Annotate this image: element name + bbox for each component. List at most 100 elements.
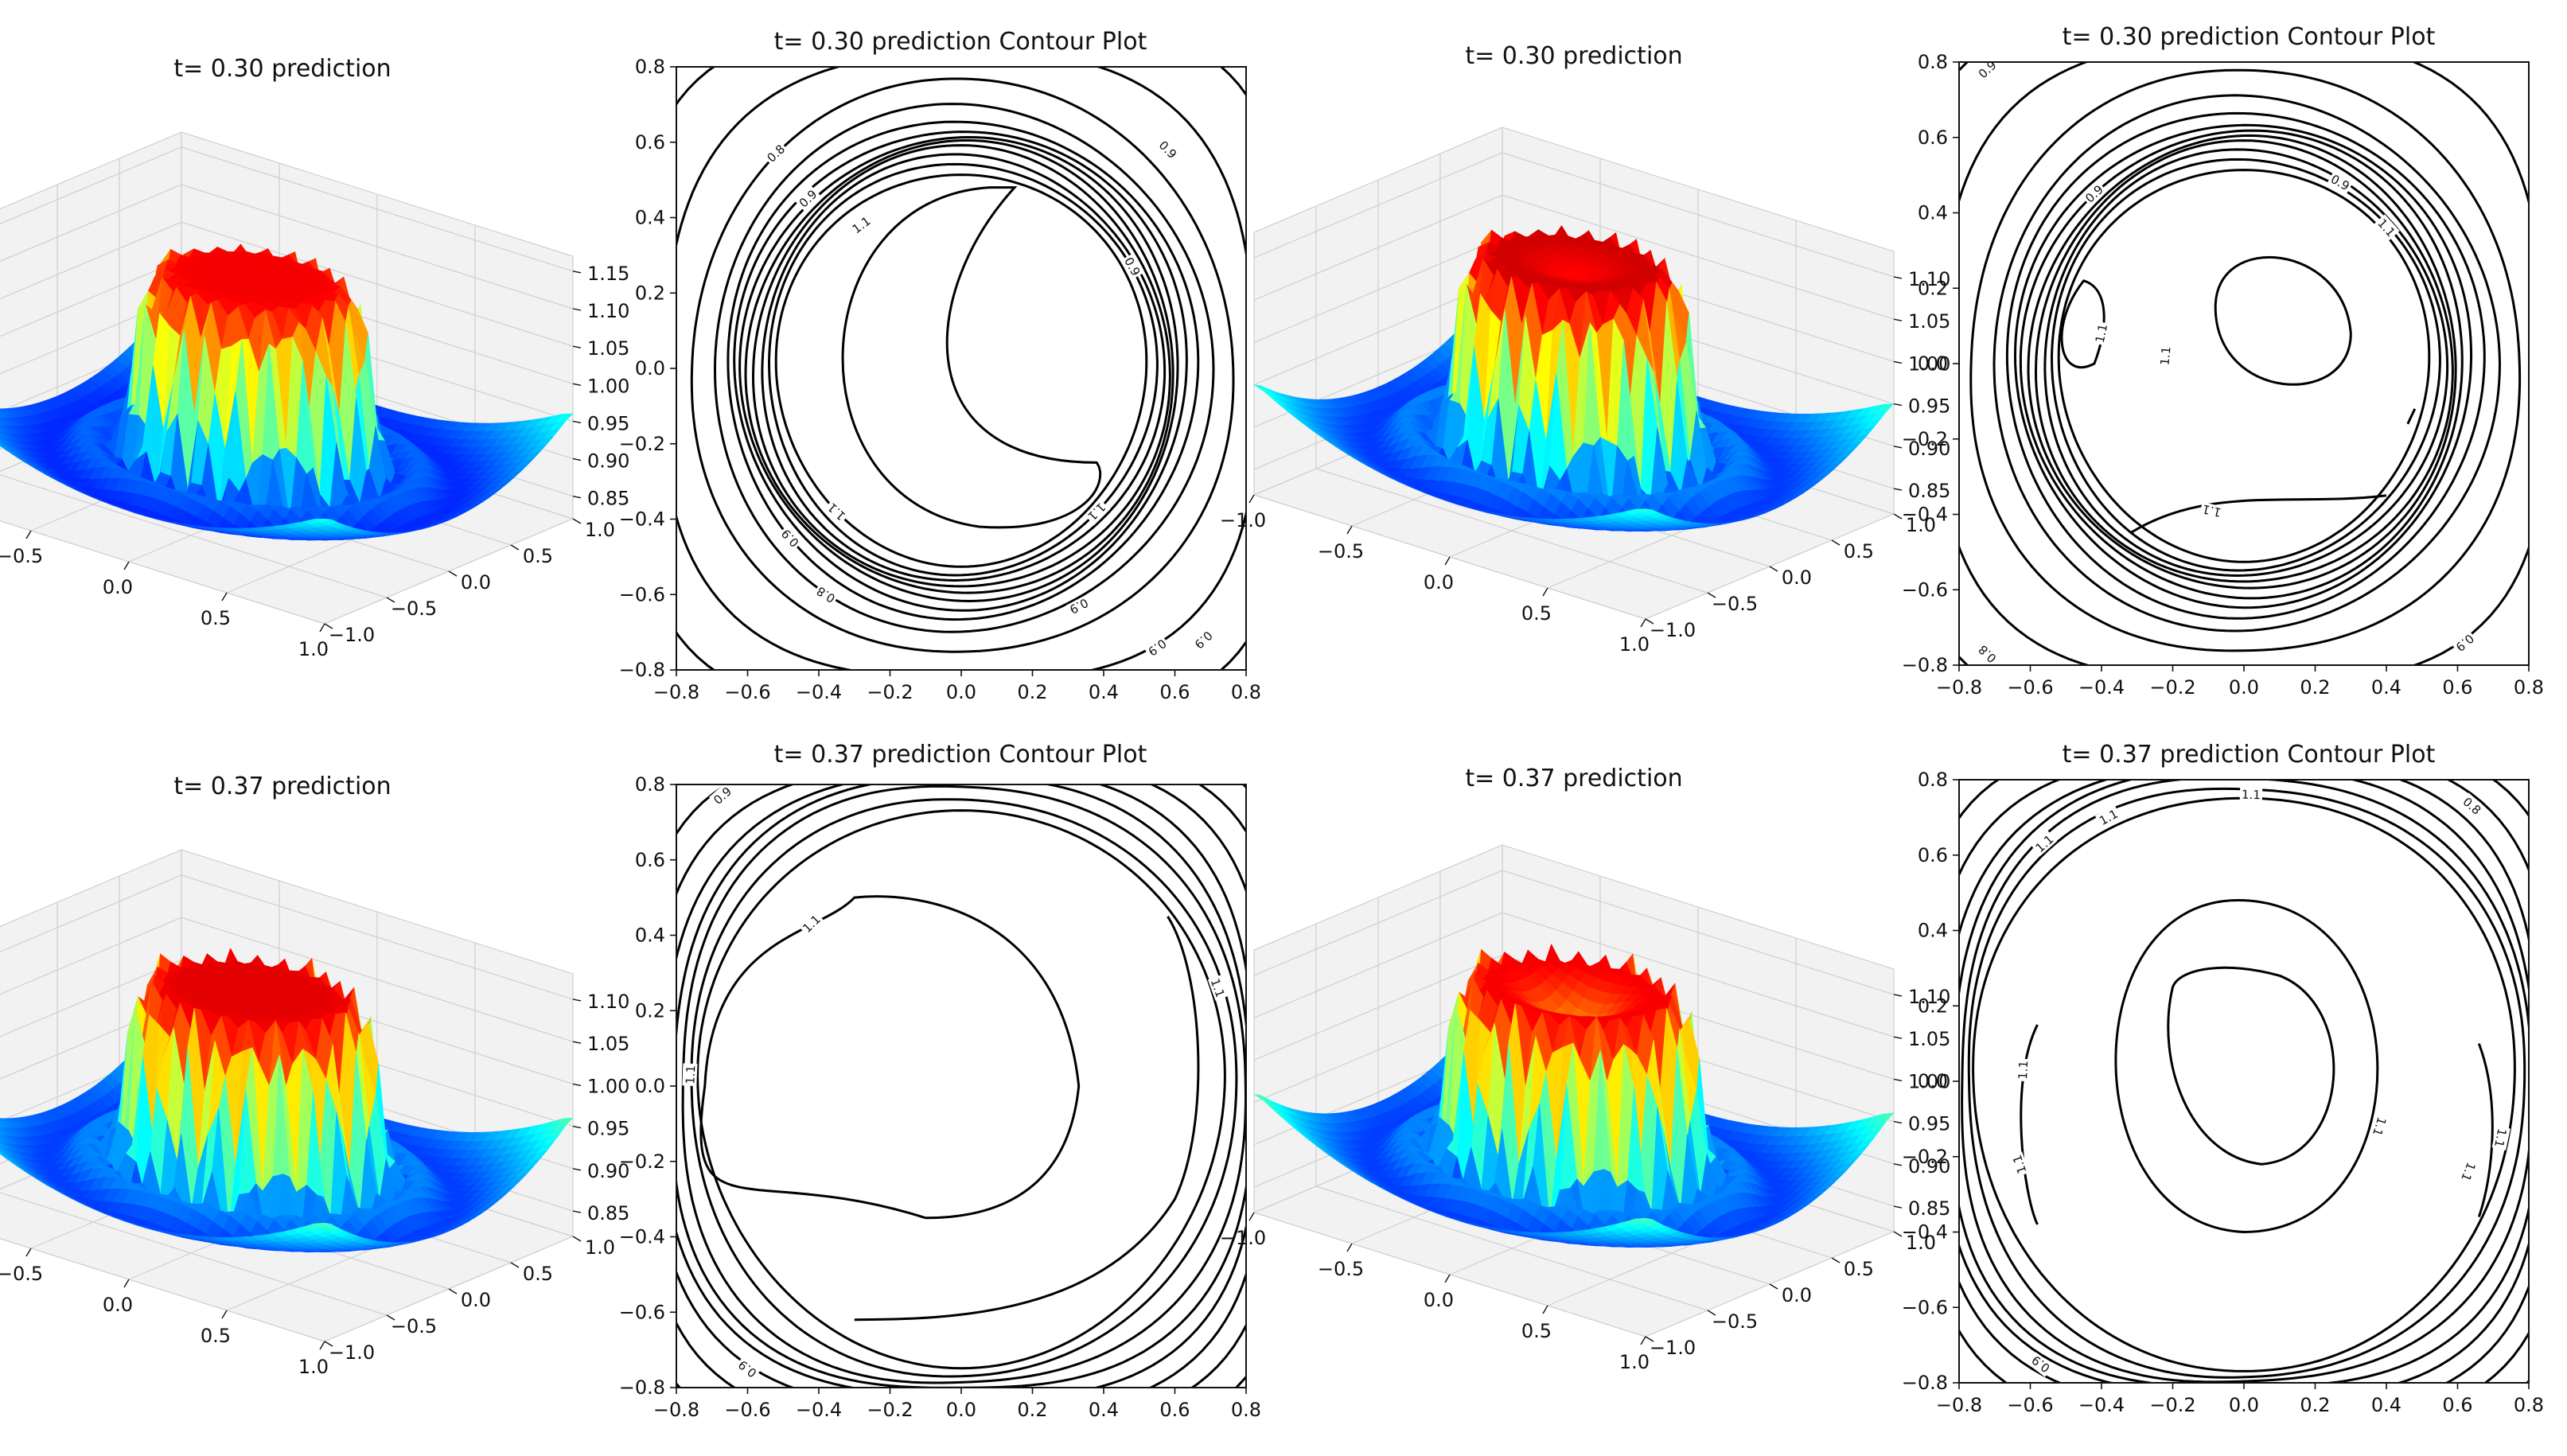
contour-level-label: 1.1: [2201, 501, 2222, 520]
contour-level-label: 0.9: [711, 784, 734, 808]
label-gap: [1084, 499, 1111, 525]
z-tick: [1893, 276, 1903, 279]
z-tick-label: 1.00: [587, 1075, 629, 1097]
contour-host: 0.9 0.91.11.11.11.10.90.8 0.9−0.8 −0.6 −0.4−…: [1902, 51, 2544, 699]
y-tick-label: 0.6: [635, 849, 665, 871]
z-tick-label: 1.10: [1908, 268, 1950, 290]
y-tick-label: 1.0: [585, 1236, 615, 1259]
x-tick: [1248, 494, 1255, 504]
x-tick-label: 0.0: [946, 1399, 976, 1421]
z-tick-label: 1.10: [587, 300, 629, 322]
x-tick: [1542, 587, 1548, 597]
contour-host: 0.80.91.10.90.91.1 1.10.90.90.80.9 0.9−0.8…: [619, 56, 1261, 703]
contour-line: [2013, 123, 2473, 609]
grid-line: [0, 474, 388, 598]
contour-line-inner: [854, 916, 1200, 1322]
y-tick: [1645, 618, 1654, 625]
label-gap: [1973, 641, 2000, 665]
surface-plot-a-t037: t= 0.37 prediction 0.850.900.951.001.051…: [0, 773, 629, 1378]
y-tick-label: −1.0: [329, 1341, 375, 1364]
y-tick: [386, 597, 395, 603]
contour-line: [761, 153, 1167, 582]
x-axis: −0.8 −0.6 −0.4 −0.2 0.0 0.2 0.4 0.6 0.8: [653, 1388, 1261, 1421]
x-tick-label: −0.2: [867, 681, 913, 703]
x-tick-label: 0.6: [2442, 676, 2472, 699]
contour-line: [726, 120, 1200, 621]
y-tick-label: 0.4: [635, 207, 665, 229]
y-tick-label: 0.0: [635, 1075, 665, 1097]
y-tick: [1707, 592, 1716, 598]
y-tick-label: −0.4: [1902, 504, 1948, 526]
x-tick-label: 0.4: [1089, 1399, 1119, 1421]
y-tick-label: 0.8: [635, 56, 665, 78]
y-tick-label: 0.0: [461, 571, 491, 594]
y-tick: [1893, 513, 1903, 520]
x-axis: −1.0−0.50.00.51.0: [1220, 494, 1650, 656]
contour-level-label: 0.9: [2452, 631, 2476, 654]
y-tick-label: 0.2: [635, 282, 665, 304]
contour-host: 0.91.11.11.10.9−0.8 −0.6 −0.4 −0.2 0.0 0.2 0.4…: [619, 773, 1261, 1421]
x-tick-label: −0.4: [2078, 676, 2125, 699]
x-tick-label: 0.2: [1017, 681, 1047, 703]
contour-line-inner: [841, 186, 1102, 529]
contour-lines: [676, 67, 1246, 670]
z-tick-label: 0.85: [587, 1202, 629, 1224]
y-axis: −0.8−0.6−0.4−0.20.00.20.40.60.8: [619, 56, 676, 681]
x-tick-label: −0.6: [2007, 676, 2053, 699]
z-tick: [572, 1083, 582, 1087]
y-tick-label: −0.5: [391, 1315, 437, 1337]
z-tick: [572, 1168, 582, 1171]
label-gap: [777, 525, 803, 552]
contour-level-label: 1.1: [683, 1065, 698, 1085]
contour-line: [2005, 111, 2486, 620]
y-tick-label: −0.2: [619, 433, 665, 455]
z-tick: [572, 457, 582, 461]
x-tick: [1640, 618, 1646, 628]
contour-level-label: 0.9: [1156, 138, 1180, 162]
x-tick-label: 0.8: [1231, 681, 1261, 703]
z-tick-label: 0.85: [587, 488, 629, 510]
x-tick-label: −0.8: [653, 681, 699, 703]
label-gap: [2156, 344, 2173, 368]
contour-line: [1992, 94, 2501, 633]
contour-axes: 0.80.91.10.90.91.1 1.10.90.90.80.9 0.9−0.8…: [619, 56, 1261, 703]
x-tick-label: −0.4: [796, 1399, 842, 1421]
y-axis: −1.0−0.50.00.51.0: [1645, 513, 1936, 641]
z-tick-label: 1.05: [1908, 310, 1950, 333]
z-tick: [1893, 360, 1903, 364]
plot-title: t= 0.30 prediction: [1465, 42, 1682, 70]
x-tick-label: −0.4: [796, 681, 842, 703]
z-tick: [1893, 446, 1903, 449]
x-tick: [123, 1279, 130, 1288]
grid-line: [0, 520, 325, 625]
surface-host: 0.850.900.951.001.051.10−1.0−0.50.00.51.…: [1220, 127, 1950, 656]
y-tick-label: 1.0: [1906, 514, 1936, 536]
x-tick-label: 0.5: [201, 607, 231, 629]
contour-level-label: 1.1: [850, 214, 874, 237]
y-tick-label: 0.8: [1918, 51, 1948, 73]
y-tick-label: 0.5: [523, 1263, 553, 1285]
label-gap: [2080, 180, 2107, 207]
surface-plot-b-t030: t= 0.30 prediction 0.850.900.951.001.051…: [1220, 42, 1951, 656]
contour-level-label: 1.1: [2374, 216, 2398, 240]
x-tick: [1444, 556, 1451, 566]
contour-line: [1969, 68, 2522, 652]
y-tick: [448, 570, 458, 577]
y-tick-label: −0.5: [391, 598, 437, 620]
contour-level-label: 1.1: [2157, 346, 2173, 366]
contour-line: [676, 67, 1246, 670]
contour-level-label: 1.1: [800, 912, 824, 936]
contour-labels: 0.9 0.91.11.11.11.10.90.8 0.9: [1973, 62, 2479, 665]
z-tick: [572, 1210, 582, 1213]
contour-level-label: 1.1: [2093, 323, 2110, 345]
y-tick-label: 0.5: [523, 545, 553, 567]
contour-line: [676, 784, 1246, 1388]
y-tick-label: −0.5: [1712, 593, 1758, 615]
x-tick-label: 0.0: [946, 681, 976, 703]
x-tick-label: 0.2: [1017, 1399, 1047, 1421]
contour-level-label: 0.9: [1191, 628, 1215, 651]
contour-line: [676, 784, 1246, 1388]
label-gap: [2374, 214, 2400, 241]
grid-line: [0, 1238, 325, 1342]
surface-mesh: [0, 948, 574, 1253]
